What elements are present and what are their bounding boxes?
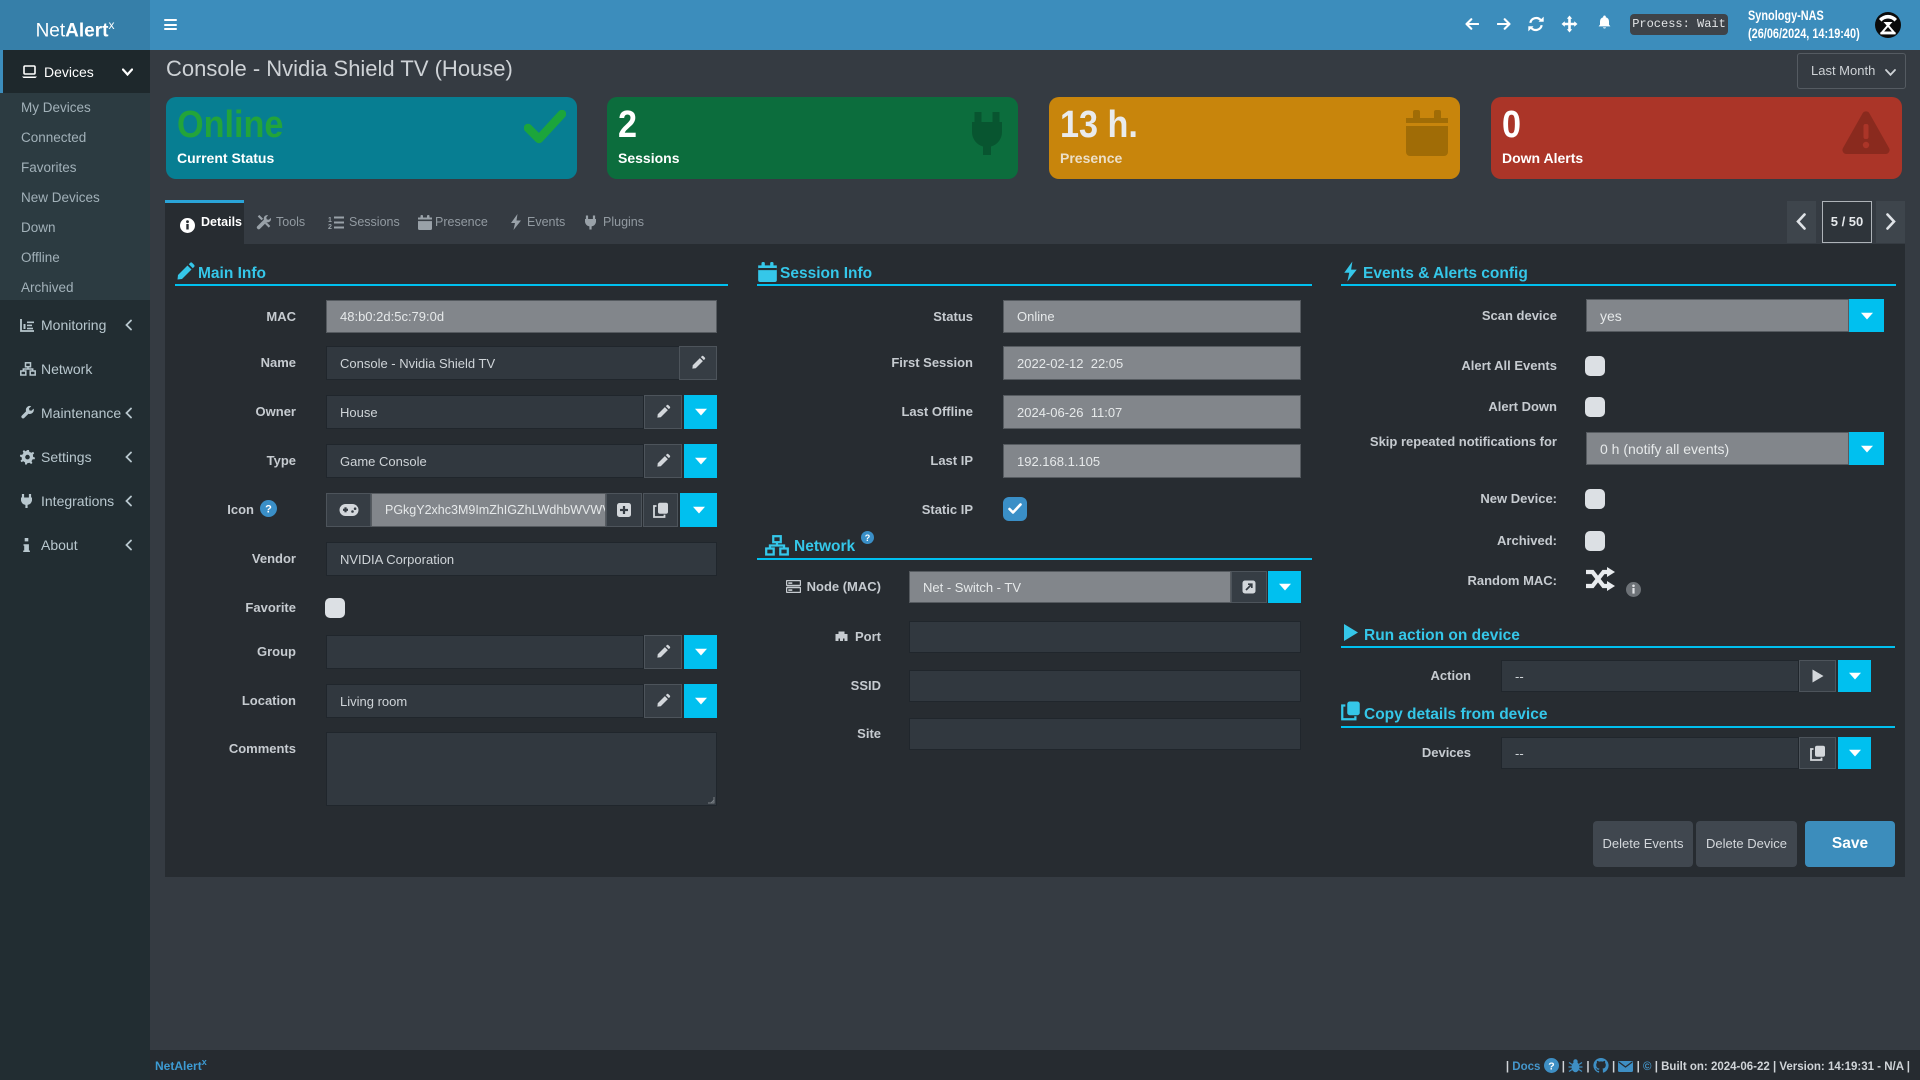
- svg-text:?: ?: [865, 533, 871, 543]
- svg-text:?: ?: [1548, 1060, 1554, 1072]
- svg-text:2: 2: [328, 224, 332, 229]
- svg-text:1: 1: [328, 217, 332, 224]
- svg-text:?: ?: [265, 504, 272, 516]
